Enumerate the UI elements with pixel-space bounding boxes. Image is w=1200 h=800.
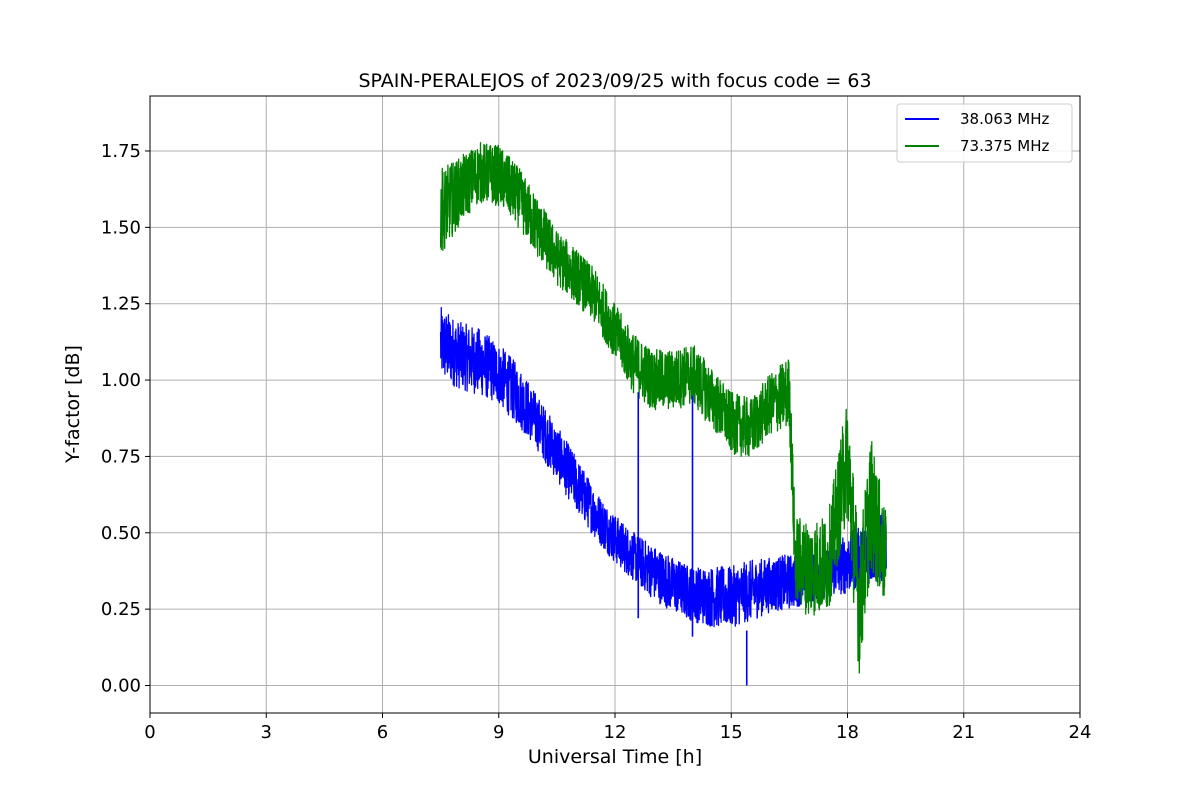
y-tick-label: 0.75 xyxy=(101,446,141,467)
series-layer xyxy=(439,142,887,686)
y-tick-label: 1.25 xyxy=(101,294,141,315)
x-tick-label: 0 xyxy=(144,722,155,743)
y-tick-label: 0.50 xyxy=(101,523,141,544)
legend-box xyxy=(896,103,1073,163)
ticks: 0 3 6 9 12 15 18 21 24 0.00 0.25 0.50 0.75 1.00 1.25 1.… xyxy=(101,141,1092,743)
x-axis-label: Universal Time [h] xyxy=(528,746,702,768)
x-tick-label: 3 xyxy=(261,722,272,743)
x-tick-label: 21 xyxy=(952,722,975,743)
chart-title: SPAIN-PERALEJOS of 2023/09/25 with focus… xyxy=(358,70,871,92)
y-tick-label: 0.25 xyxy=(101,599,141,620)
legend: 38.063 MHz 73.375 MHz xyxy=(896,103,1073,163)
y-tick-label: 1.50 xyxy=(101,217,141,238)
x-tick-label: 18 xyxy=(836,722,859,743)
legend-label-73mhz: 73.375 MHz xyxy=(960,137,1049,155)
series-73mhz-line xyxy=(439,142,887,674)
y-axis-label: Y-factor [dB] xyxy=(62,345,84,464)
grid xyxy=(149,96,1081,713)
y-tick-label: 1.00 xyxy=(101,370,141,391)
x-tick-label: 24 xyxy=(1069,722,1092,743)
x-tick-label: 6 xyxy=(377,722,388,743)
x-tick-label: 9 xyxy=(493,722,504,743)
x-tick-label: 15 xyxy=(720,722,743,743)
legend-label-38mhz: 38.063 MHz xyxy=(960,110,1049,128)
y-tick-label: 1.75 xyxy=(101,141,141,162)
y-tick-label: 0.00 xyxy=(101,676,141,697)
x-tick-label: 12 xyxy=(604,722,627,743)
